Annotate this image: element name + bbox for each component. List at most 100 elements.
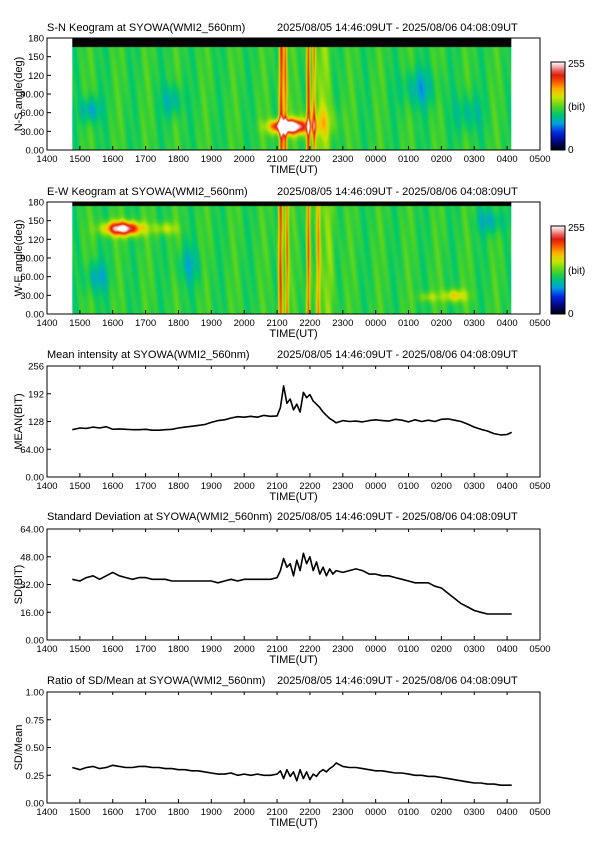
- sd-ylabel: SD(BIT): [13, 565, 25, 605]
- ratio-ytick-label: 1.00: [26, 688, 45, 699]
- ew-keogram-xtick-label: 1800: [168, 318, 189, 329]
- ratio-panel: Ratio of SD/Mean at SYOWA(WMI2_560nm) 20…: [47, 675, 518, 687]
- mean-xtick-label: 2100: [266, 481, 287, 492]
- mean-xtick-label: 0500: [529, 481, 550, 492]
- ew-keogram-xtick-label: 2200: [299, 318, 320, 329]
- mean-xtick-label: 1500: [69, 481, 90, 492]
- ew-keogram-colorbar: [550, 225, 566, 315]
- sn-keogram-xtick-label: 0300: [464, 154, 485, 165]
- ew-keogram-xtick-label: 0500: [529, 318, 550, 329]
- ew-keogram-xtick-label: 1500: [69, 318, 90, 329]
- ratio-ytick-label: 0.00: [26, 799, 45, 810]
- ratio-ytick-label: 0.25: [26, 771, 45, 782]
- sd-xtick-label: 0400: [497, 644, 518, 655]
- mean-xtick-label: 1600: [102, 481, 123, 492]
- sn-keogram-xtick-label: 1700: [135, 154, 156, 165]
- ratio-xtick-label: 1600: [102, 807, 123, 818]
- mean-plot: 0.00 64.00 128 192 256 MEAN(BIT) 1400 1500 1600 1…: [13, 362, 551, 504]
- ew-keogram-period: 2025/08/05 14:46:09UT - 2025/08/06 04:08…: [277, 186, 518, 198]
- ew-keogram-ytick-label: 60.00: [20, 272, 44, 283]
- mean-xtick-label: 1400: [36, 481, 57, 492]
- mean-xtick-label: 2200: [299, 481, 320, 492]
- ew-keogram-image: [72, 202, 512, 314]
- sn-keogram-xlabel: TIME(UT): [269, 164, 317, 176]
- ratio-xtick-label: 2000: [234, 807, 255, 818]
- sd-xtick-label: 0500: [529, 644, 550, 655]
- ew-keogram-xtick-label: 0300: [464, 318, 485, 329]
- sd-ytick-label: 16.00: [20, 608, 44, 619]
- mean-ytick-label: 192: [28, 389, 44, 400]
- mean-ytick-label: 256: [28, 362, 44, 373]
- sn-keogram-ytick-label: 0.00: [26, 146, 45, 157]
- ew-keogram-ylabel: W-E angle(deg): [13, 220, 25, 297]
- sd-ytick-label: 0.00: [26, 636, 45, 647]
- ew-keogram-colorbar-unit-label: (bit): [568, 266, 585, 277]
- sn-keogram-xtick-label: 2200: [299, 154, 320, 165]
- sn-keogram-xtick-label: 0200: [431, 154, 452, 165]
- ratio-xlabel: TIME(UT): [269, 817, 317, 829]
- sn-keogram-xtick-label: 0400: [497, 154, 518, 165]
- mean-xtick-label: 1800: [168, 481, 189, 492]
- ew-keogram-xtick-label: 1700: [135, 318, 156, 329]
- sn-keogram-xtick-label: 2100: [266, 154, 287, 165]
- ew-keogram-ytick-label: 30.00: [20, 291, 44, 302]
- mean-series-line: [72, 385, 513, 436]
- ratio-xtick-label: 0500: [529, 807, 550, 818]
- mean-xtick-label: 1900: [201, 481, 222, 492]
- sd-xtick-label: 0000: [365, 644, 386, 655]
- ew-keogram-ytick-label: 90.00: [20, 254, 44, 265]
- ew-keogram-panel: E-W Keogram at SYOWA(WMI2_560nm) 2025/08…: [47, 186, 518, 198]
- ew-keogram-xtick-label: 1900: [201, 318, 222, 329]
- mean-xtick-label: 2000: [234, 481, 255, 492]
- ew-keogram-xtick-label: 1400: [36, 318, 57, 329]
- ew-keogram-xtick-label: 0100: [398, 318, 419, 329]
- ew-keogram-colorbar-min-label: 0: [568, 309, 574, 320]
- mean-ytick-label: 128: [28, 417, 44, 428]
- sn-keogram-plot: 255 (bit) 0 0.00 30.00 60.00 90.00 120 150 180 N-S…: [13, 34, 585, 177]
- sn-keogram-xtick-label: 0100: [398, 154, 419, 165]
- sd-ytick-label: 64.00: [20, 525, 44, 536]
- ew-keogram-plot: 255 (bit) 0 0.00 30.00 60.00 90.00 120 150 180W-E…: [13, 198, 585, 341]
- ew-keogram-colorbar-max-label: 255: [568, 223, 585, 234]
- sd-period: 2025/08/05 14:46:09UT - 2025/08/06 04:08…: [277, 511, 518, 523]
- ratio-xtick-label: 1900: [201, 807, 222, 818]
- ratio-title: Ratio of SD/Mean at SYOWA(WMI2_560nm): [47, 675, 265, 687]
- sn-keogram-xtick-label: 1500: [69, 154, 90, 165]
- ratio-ytick-label: 0.50: [26, 743, 45, 754]
- ratio-xtick-label: 0200: [431, 807, 452, 818]
- mean-xtick-label: 0400: [497, 481, 518, 492]
- mean-xtick-label: 1700: [135, 481, 156, 492]
- sd-series-line: [72, 552, 512, 615]
- ratio-xtick-label: 2100: [266, 807, 287, 818]
- sn-keogram-panel: S-N Keogram at SYOWA(WMI2_560nm) 2025/08…: [47, 22, 518, 34]
- mean-frame: [46, 365, 541, 478]
- mean-xlabel: TIME(UT): [269, 491, 317, 503]
- sn-keogram-title: S-N Keogram at SYOWA(WMI2_560nm): [47, 22, 245, 34]
- sn-keogram-xtick-label: 1400: [36, 154, 57, 165]
- sn-keogram-colorbar-unit-label: (bit): [568, 102, 585, 113]
- ew-keogram-xtick-label: 2000: [234, 318, 255, 329]
- sn-keogram-xtick-label: 0000: [365, 154, 386, 165]
- ratio-period: 2025/08/05 14:46:09UT - 2025/08/06 04:08…: [277, 675, 518, 687]
- sd-xlabel: TIME(UT): [269, 654, 317, 666]
- ew-keogram-xtick-label: 2300: [332, 318, 353, 329]
- ew-keogram-xtick-label: 0200: [431, 318, 452, 329]
- ew-keogram-title: E-W Keogram at SYOWA(WMI2_560nm): [47, 186, 248, 198]
- sn-keogram-xtick-label: 0500: [529, 154, 550, 165]
- sn-keogram-ylabel: N-S angle(deg): [13, 57, 25, 132]
- sd-xtick-label: 1500: [69, 644, 90, 655]
- mean-ytick-label: 0.00: [26, 473, 45, 484]
- sd-xtick-label: 1600: [102, 644, 123, 655]
- sd-xtick-label: 0200: [431, 644, 452, 655]
- ew-keogram-ytick-label: 120: [28, 235, 44, 246]
- ratio-xtick-label: 1400: [36, 807, 57, 818]
- sd-xtick-label: 2300: [332, 644, 353, 655]
- sd-xtick-label: 2200: [299, 644, 320, 655]
- sd-xtick-label: 1400: [36, 644, 57, 655]
- sd-xtick-label: 0300: [464, 644, 485, 655]
- sd-xtick-label: 1800: [168, 644, 189, 655]
- sd-ytick-label: 32.00: [20, 580, 44, 591]
- ratio-xtick-label: 0100: [398, 807, 419, 818]
- mean-panel: Mean intensity at SYOWA(WMI2_560nm) 2025…: [47, 349, 518, 361]
